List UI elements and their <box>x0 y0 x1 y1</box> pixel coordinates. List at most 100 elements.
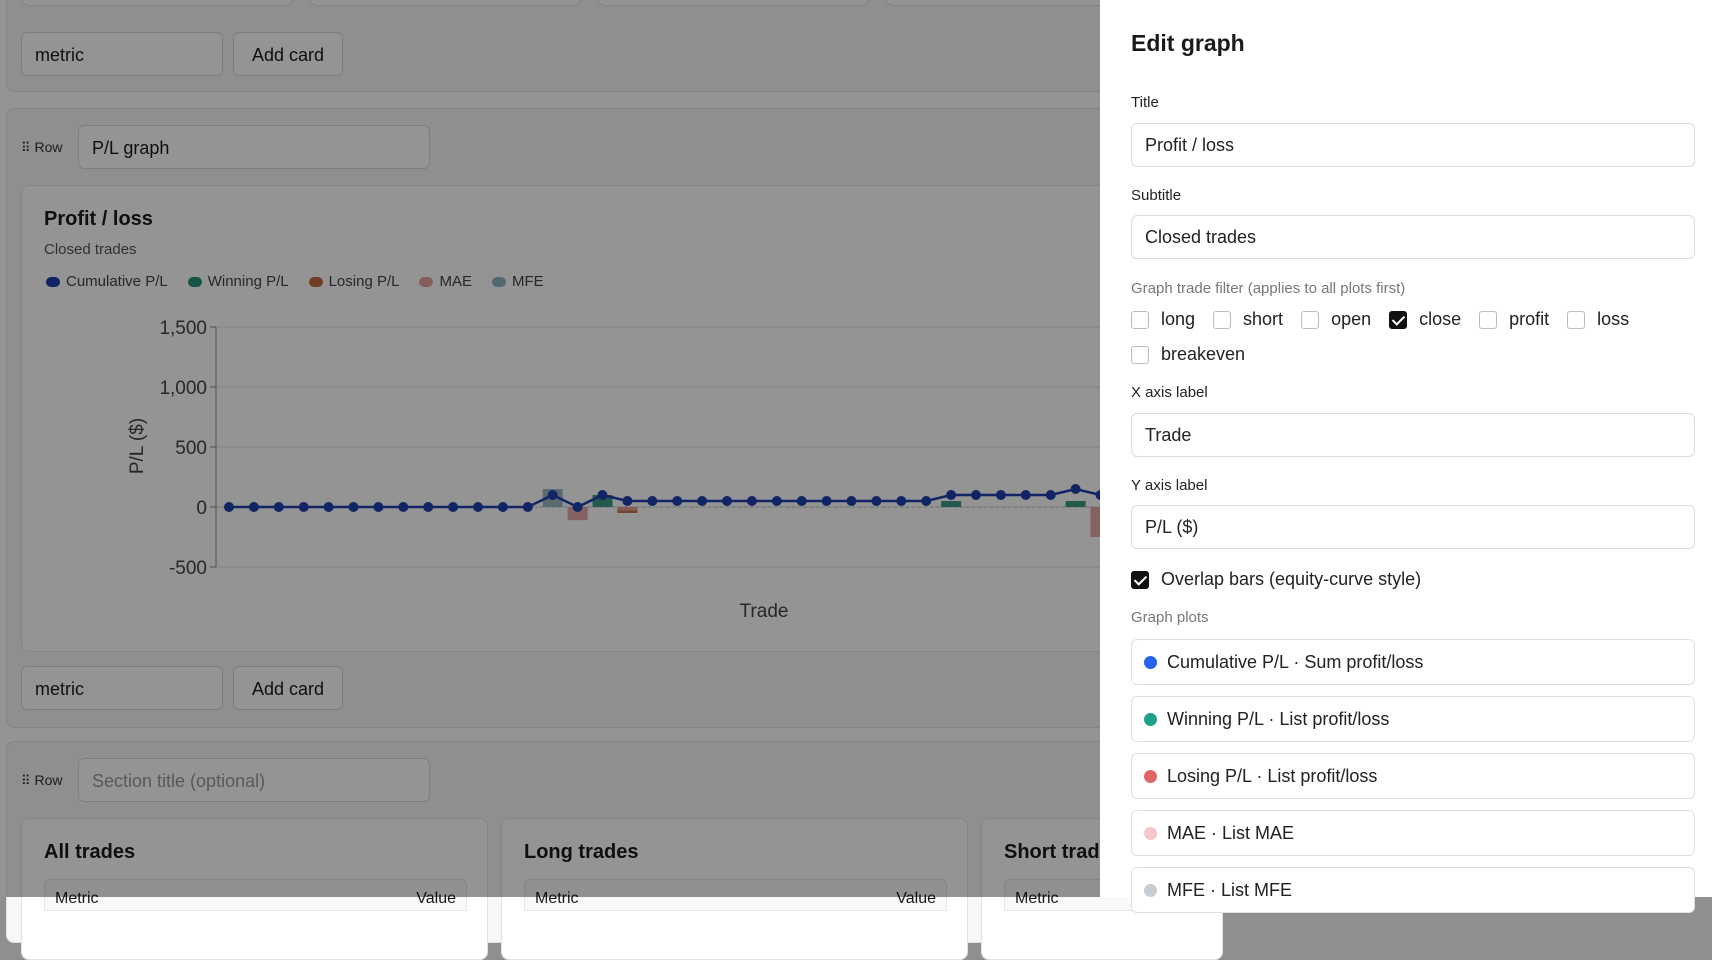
filter-breakeven[interactable]: breakeven <box>1131 344 1245 365</box>
stats-card-long[interactable]: Long trades Metric Value <box>501 818 968 960</box>
filter-loss[interactable]: loss <box>1567 309 1629 330</box>
plot-label: MAE · List MAE <box>1167 822 1295 843</box>
filter-profit[interactable]: profit <box>1479 309 1549 330</box>
legend-item[interactable]: Winning P/L <box>187 273 289 290</box>
graph-plot-item[interactable]: Cumulative P/L · Sum profit/loss <box>1131 639 1695 685</box>
subtitle-field-label: Subtitle <box>1131 187 1182 204</box>
filter-label: Graph trade filter (applies to all plots… <box>1131 280 1406 297</box>
filter-short-checkbox[interactable] <box>1213 310 1232 329</box>
row-title-input[interactable]: P/L graph <box>78 125 430 169</box>
cumulative-pl-point <box>921 496 932 506</box>
cumulative-pl-point <box>746 496 757 506</box>
graph-plot-item[interactable]: MFE · List MFE <box>1131 867 1695 913</box>
filter-loss-label: loss <box>1597 309 1630 329</box>
legend-item[interactable]: Losing P/L <box>308 273 399 290</box>
col-metric: Metric <box>55 890 99 907</box>
legend-swatch <box>46 276 60 287</box>
filter-breakeven-checkbox[interactable] <box>1131 345 1149 364</box>
title-field-label: Title <box>1131 94 1159 111</box>
col-metric: Metric <box>1015 890 1059 907</box>
row-title-input[interactable]: Section title (optional) <box>78 758 430 802</box>
cumulative-pl-point <box>995 490 1006 500</box>
y-tick-label: 0 <box>196 498 207 519</box>
filter-open[interactable]: open <box>1301 309 1371 330</box>
cumulative-pl-point <box>796 496 807 506</box>
card-stub <box>309 0 581 6</box>
cumulative-pl-point <box>1045 490 1056 500</box>
plot-color-dot <box>1144 712 1157 726</box>
overlap-bars-row[interactable]: Overlap bars (equity-curve style) <box>1131 569 1421 590</box>
graph-row-section: ⠿ Row P/L graph Profit / loss Closed trad… <box>6 108 1209 728</box>
filter-close-label: close <box>1419 309 1462 329</box>
row-label: Row <box>34 772 63 788</box>
row-drag-handle[interactable]: ⠿ Row <box>21 772 63 789</box>
filter-profit-checkbox[interactable] <box>1479 310 1498 329</box>
title-input[interactable]: Profit / loss <box>1131 123 1695 167</box>
cumulative-pl-point <box>348 502 359 512</box>
stats-card-title: Long trades <box>524 841 639 863</box>
bar-mae <box>1090 507 1100 537</box>
metric-input[interactable]: metric <box>21 666 223 710</box>
filter-close[interactable]: close <box>1389 309 1461 330</box>
legend-swatch <box>187 276 202 287</box>
cumulative-pl-point <box>298 502 309 512</box>
cumulative-pl-point <box>597 490 608 500</box>
graph-plot-item[interactable]: MAE · List MAE <box>1131 810 1695 856</box>
cumulative-pl-point <box>423 502 434 512</box>
filter-long-checkbox[interactable] <box>1131 310 1149 329</box>
cumulative-pl-point <box>547 490 558 500</box>
filter-long[interactable]: long <box>1131 309 1195 330</box>
row-drag-handle[interactable]: ⠿ Row <box>21 139 63 156</box>
overlap-bars-checkbox[interactable] <box>1131 570 1149 589</box>
add-card-button[interactable]: Add card <box>233 666 344 710</box>
cumulative-pl-point <box>373 502 384 512</box>
filter-loss-checkbox[interactable] <box>1567 310 1586 329</box>
cumulative-pl-point <box>1095 490 1100 500</box>
x-axis-input[interactable]: Trade <box>1131 413 1695 457</box>
legend-swatch <box>492 276 506 287</box>
subtitle-input[interactable]: Closed trades <box>1131 215 1695 259</box>
filter-profit-label: profit <box>1509 309 1550 329</box>
panel-title: Edit graph <box>1131 30 1245 56</box>
graph-card-subtitle: Closed trades <box>44 241 137 258</box>
y-axis-input[interactable]: P/L ($) <box>1131 505 1695 549</box>
cumulative-pl-point <box>522 502 533 512</box>
cumulative-pl-point <box>846 496 857 506</box>
filter-open-checkbox[interactable] <box>1301 310 1320 329</box>
y-axis-field-label: Y axis label <box>1131 477 1208 494</box>
plot-label: Winning P/L · List profit/loss <box>1167 708 1390 729</box>
y-tick-label: 1,500 <box>159 318 207 339</box>
legend-label: Winning P/L <box>207 273 289 290</box>
graph-plot-item[interactable]: Losing P/L · List profit/loss <box>1131 753 1695 799</box>
stats-card-all[interactable]: All trades Metric Value <box>21 818 488 960</box>
cumulative-pl-point <box>273 502 284 512</box>
x-axis-field-label: X axis label <box>1131 384 1208 401</box>
y-tick-label: 500 <box>175 438 207 459</box>
pl-graph-card[interactable]: Profit / loss Closed trades <box>21 185 1209 652</box>
filter-short[interactable]: short <box>1213 309 1283 330</box>
x-axis-label: Trade <box>740 601 789 622</box>
plot-color-dot <box>1144 655 1157 669</box>
add-card-button[interactable]: Add card <box>233 32 344 76</box>
cumulative-pl-point <box>224 502 234 512</box>
cumulative-pl-point <box>473 502 483 512</box>
cumulative-pl-point <box>1020 490 1031 500</box>
bar-mae <box>567 507 588 521</box>
cumulative-pl-point <box>672 496 683 506</box>
filter-checkboxes: long short open close profit loss <box>1131 309 1647 330</box>
legend-item[interactable]: Cumulative P/L <box>46 273 168 290</box>
legend-item[interactable]: MFE <box>492 273 544 290</box>
plot-label: Losing P/L · List profit/loss <box>1167 765 1378 786</box>
cumulative-pl-point <box>771 496 782 506</box>
graph-plot-item[interactable]: Winning P/L · List profit/loss <box>1131 696 1695 742</box>
edit-graph-panel: Edit graph Title Profit / loss Subtitle … <box>1100 0 1712 913</box>
plot-color-dot <box>1144 826 1157 840</box>
legend-label: MFE <box>512 273 544 290</box>
filter-close-checkbox[interactable] <box>1389 310 1408 329</box>
legend-item[interactable]: MAE <box>419 273 472 290</box>
top-section: metric Add card <box>6 0 1208 92</box>
metric-input[interactable]: metric <box>21 32 223 76</box>
card-stub <box>21 0 293 6</box>
bar-winning-p-l <box>941 501 962 507</box>
cumulative-pl-point <box>1070 484 1081 494</box>
